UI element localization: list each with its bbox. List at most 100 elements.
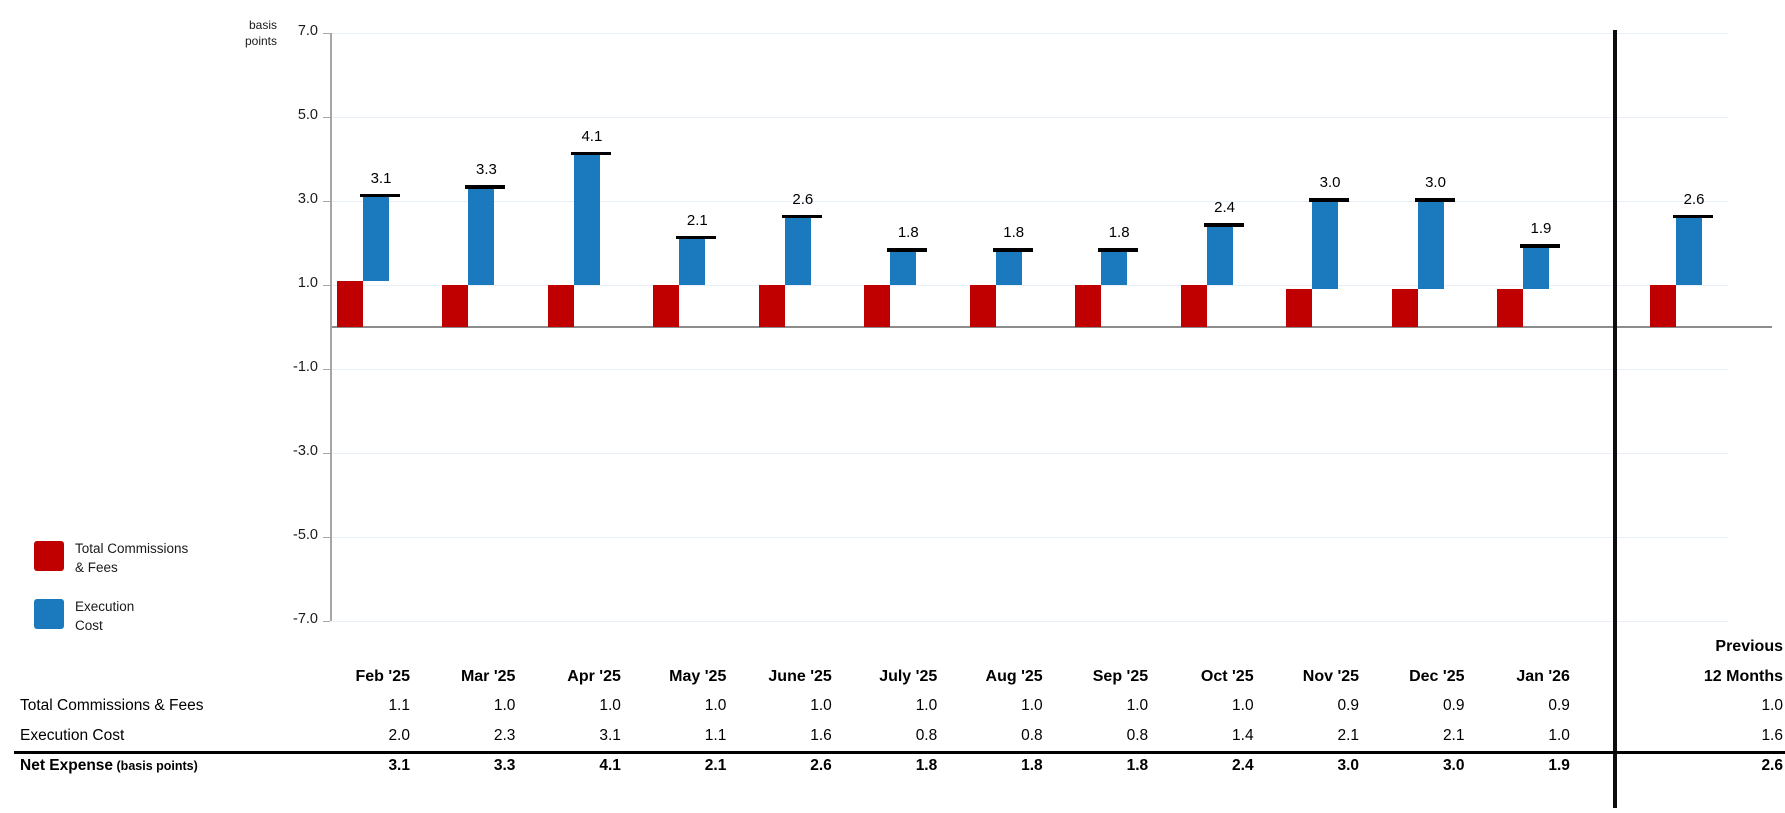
y-axis-tick [323,368,330,370]
table-header-month: July '25 [879,668,938,685]
net-expense-total-marker [887,248,928,252]
gridline [331,620,1728,622]
bar-execution-cost [1101,251,1128,285]
y-axis-unit-label: basis points [197,17,277,49]
table-cell: 1.0 [1548,727,1570,744]
table-cell: 2.6 [810,757,832,774]
y-axis-tick-label: -5.0 [293,527,318,543]
bar-total-commissions [653,285,680,327]
table-cell: 3.1 [599,727,621,744]
y-axis-tick-label: 3.0 [297,191,318,207]
gridline [331,200,1728,202]
table-cell: 1.4 [1232,727,1254,744]
table-cell: 0.8 [1126,727,1149,744]
gridline [331,284,1728,286]
bar-total-commissions [547,285,574,327]
y-axis-tick [323,620,330,622]
table-header-previous-line1: Previous [1715,638,1783,655]
table-cell: 3.3 [493,757,516,774]
net-expense-value-label: 1.9 [1530,220,1552,238]
bar-execution-cost [890,251,917,285]
table-cell: 1.0 [493,697,516,714]
net-expense-value-label: 2.1 [686,211,708,229]
table-cell: 1.8 [1126,757,1149,774]
net-expense-value-label: 2.6 [1683,190,1705,208]
gridline [331,32,1728,34]
table-cell: 0.9 [1337,697,1360,714]
bar-total-commissions [864,285,891,327]
y-axis-tick [323,284,330,286]
table-cell: 1.1 [388,697,410,714]
table-cell-previous: 2.6 [1761,757,1783,774]
net-expense-rule [14,751,1785,754]
bar-execution-cost [1206,226,1233,285]
table-row-label-suffix: (basis points) [113,759,198,773]
table-header-month: Aug '25 [985,668,1043,685]
table-row-label: Net Expense (basis points) [20,757,198,775]
y-axis-unit-line2: points [244,34,277,48]
bar-execution-cost [468,188,495,285]
table-cell: 0.8 [1021,727,1043,744]
net-expense-total-marker [1309,198,1350,202]
table-cell: 1.0 [599,697,621,714]
gridline [331,536,1728,538]
net-expense-total-marker [1203,223,1244,227]
table-header-month: Apr '25 [567,668,621,685]
table-cell: 0.9 [1548,697,1570,714]
table-cell: 1.6 [810,727,832,744]
table-cell: 2.0 [388,727,410,744]
y-axis-line [330,33,332,621]
zero-baseline [331,326,1772,328]
table-cell: 2.1 [1337,727,1360,744]
table-header-month: Jan '26 [1516,668,1570,685]
table-header-previous-line2: 12 Months [1703,668,1783,685]
table-cell: 0.8 [915,727,938,744]
table-cell: 1.8 [1021,757,1043,774]
section-divider-line [1613,30,1617,808]
net-expense-value-label: 1.8 [1108,224,1130,242]
y-axis-tick [323,536,330,538]
bar-total-commissions [969,285,996,327]
net-expense-value-label: 2.6 [792,190,814,208]
table-cell: 3.0 [1442,757,1465,774]
y-axis-tick [323,452,330,454]
gridline [331,368,1728,370]
y-axis-tick-label: -1.0 [293,359,318,375]
table-header-month: Dec '25 [1409,668,1465,685]
y-axis-tick-label: -3.0 [293,443,318,459]
gridline [331,452,1728,454]
table-cell: 3.0 [1337,757,1360,774]
table-header-month: Mar '25 [460,668,516,685]
bar-execution-cost [995,251,1022,285]
table-cell: 2.4 [1232,757,1254,774]
table-cell: 1.0 [704,697,727,714]
bar-total-commissions [1391,289,1418,327]
bar-total-commissions [1650,285,1676,327]
bar-total-commissions [1286,289,1313,327]
net-expense-total-marker [676,235,717,240]
table-cell: 1.8 [915,757,938,774]
gridline [331,116,1728,118]
net-expense-total-marker [992,248,1033,252]
net-expense-value-label: 4.1 [581,127,603,145]
table-cell: 2.1 [704,757,727,774]
table-cell: 1.0 [1126,697,1149,714]
net-expense-total-marker [570,151,611,156]
net-expense-total-marker [360,193,400,198]
bar-execution-cost [363,196,389,281]
legend-label-execution-cost: Execution Cost [75,599,135,633]
y-axis-tick [323,32,330,34]
bar-total-commissions [1180,285,1207,327]
y-axis-tick-label: 1.0 [297,275,318,291]
table-cell: 0.9 [1442,697,1465,714]
bar-execution-cost [784,217,811,285]
y-axis-tick-label: -7.0 [293,611,318,627]
table-cell: 1.9 [1548,757,1570,774]
table-cell: 2.3 [493,727,516,744]
table-row-label: Total Commissions & Fees [20,697,203,715]
net-expense-total-marker [465,185,506,189]
net-expense-total-marker [781,214,822,219]
table-cell: 1.0 [1232,697,1254,714]
net-expense-value-label: 1.8 [897,224,919,242]
